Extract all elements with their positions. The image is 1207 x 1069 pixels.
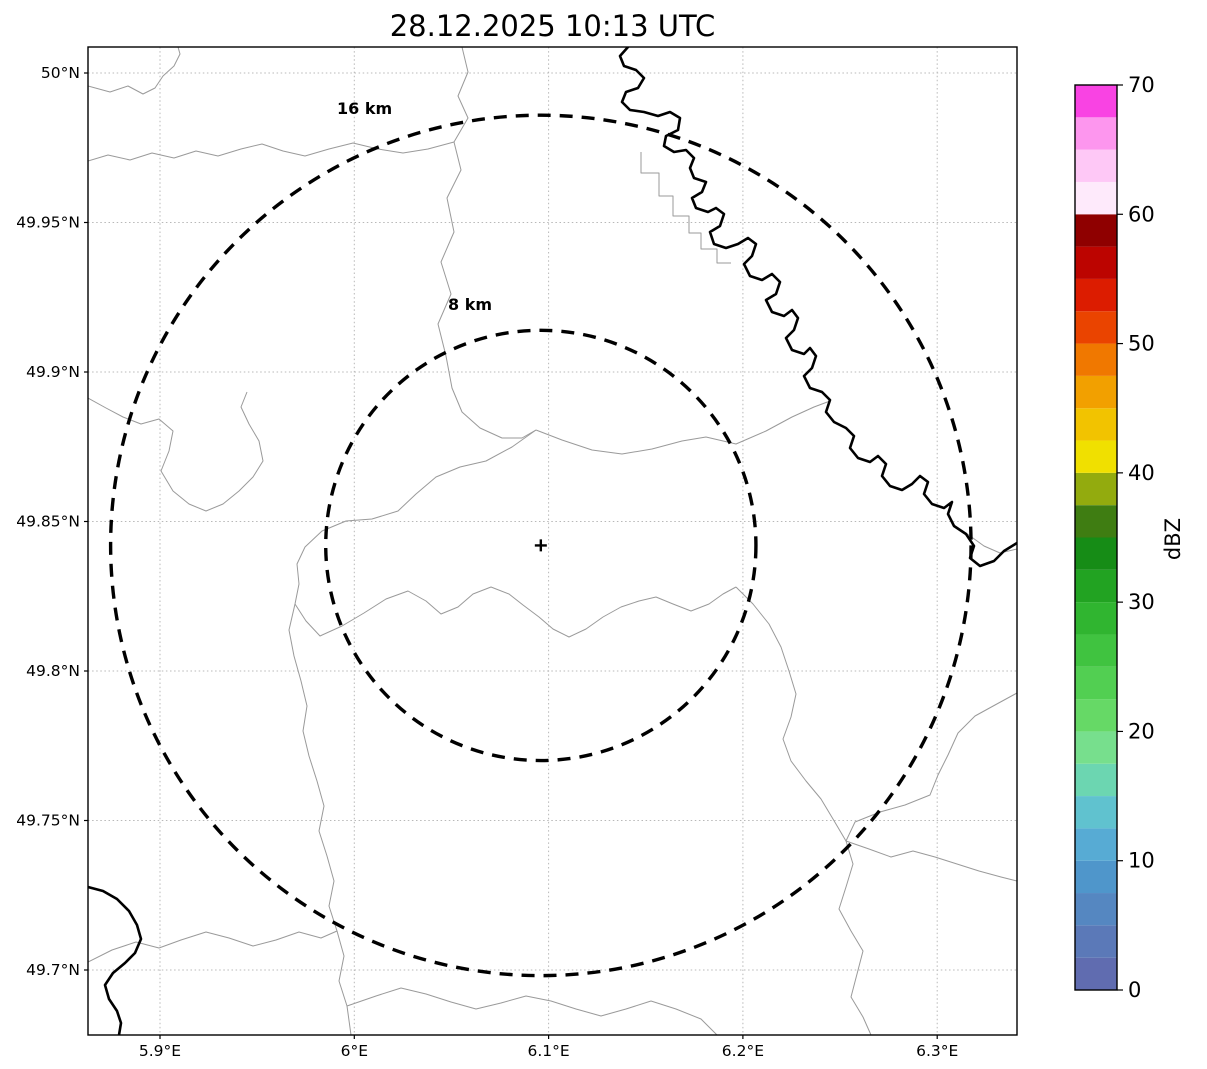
admin-boundary-line: [294, 429, 537, 605]
admin-boundary-line: [845, 840, 1017, 882]
colorbar-tick-label: 30: [1128, 590, 1155, 614]
colorbar-band: [1075, 440, 1117, 473]
colorbar-band: [1075, 246, 1117, 279]
admin-boundary-line: [845, 692, 1017, 842]
admin-boundary-line: [288, 603, 352, 1035]
colorbar-tick-label: 0: [1128, 978, 1141, 1002]
colorbar-band: [1075, 796, 1117, 829]
admin-boundary-line: [294, 586, 737, 638]
colorbar-band: [1075, 828, 1117, 861]
y-tick-label: 49.8°N: [26, 662, 80, 680]
range-ring-label-16km: 16 km: [337, 99, 392, 118]
map-frame: [87, 46, 1018, 1036]
colorbar-band: [1075, 311, 1117, 344]
country-border-line: [618, 47, 1017, 568]
range-ring-16km: [108, 113, 973, 978]
colorbar-band: [1075, 214, 1117, 247]
y-tick-label: 50°N: [41, 64, 80, 82]
x-tick-label: 6.2°E: [722, 1042, 764, 1060]
admin-boundary-line: [346, 987, 718, 1035]
colorbar-band: [1075, 957, 1117, 990]
plot-title: 28.12.2025 10:13 UTC: [389, 9, 716, 43]
colorbar-band: [1075, 893, 1117, 926]
country-border-line: [88, 885, 143, 1035]
y-tick-label: 49.75°N: [16, 812, 80, 830]
y-tick-label: 49.9°N: [26, 363, 80, 381]
admin-boundary-line: [437, 47, 537, 439]
colorbar-band: [1075, 375, 1117, 409]
colorbar-band: [1075, 537, 1117, 570]
colorbar-tick-label: 40: [1128, 461, 1155, 485]
admin-boundary-line: [88, 47, 181, 95]
colorbar-band: [1075, 860, 1117, 894]
colorbar-band: [1075, 602, 1117, 635]
colorbar-tick-label: 70: [1128, 73, 1155, 97]
colorbar-band: [1075, 149, 1117, 182]
colorbar-band: [1075, 278, 1117, 312]
colorbar-tick-label: 10: [1128, 849, 1155, 873]
colorbar-band: [1075, 731, 1117, 764]
map-content: 16 km 8 km: [88, 47, 1017, 1035]
x-tick-label: 6.3°E: [916, 1042, 958, 1060]
colorbar-band: [1075, 85, 1117, 118]
admin-boundary-line: [535, 400, 831, 455]
colorbar-tick-label: 50: [1128, 332, 1155, 356]
colorbar-outline: [1074, 84, 1118, 991]
colorbar-band: [1075, 505, 1117, 538]
admin-boundary-line: [88, 930, 338, 963]
colorbar-band: [1075, 472, 1117, 506]
y-tick-label: 49.85°N: [16, 513, 80, 531]
colorbar-band: [1075, 181, 1117, 215]
admin-boundary-line: [965, 532, 1017, 554]
y-tick-label: 49.7°N: [26, 961, 80, 979]
admin-boundary-line: [640, 152, 731, 264]
colorbar-band: [1075, 634, 1117, 667]
colorbar-band: [1075, 925, 1117, 958]
colorbar-band: [1075, 117, 1117, 150]
colorbar-band: [1075, 408, 1117, 441]
colorbar-band: [1075, 699, 1117, 732]
range-ring-label-8km: 8 km: [448, 295, 492, 314]
y-tick-label: 49.95°N: [16, 214, 80, 232]
radar-site-marker: [534, 539, 547, 552]
colorbar-band: [1075, 569, 1117, 603]
range-ring-8km: [324, 328, 758, 763]
colorbar-axis-label: dBZ: [1161, 517, 1185, 561]
x-tick-label: 5.9°E: [139, 1042, 181, 1060]
x-tick-label: 6°E: [341, 1042, 368, 1060]
colorbar-band: [1075, 343, 1117, 376]
admin-boundary-line: [88, 141, 455, 162]
admin-boundary-line: [735, 586, 872, 1035]
admin-boundary-line: [88, 391, 264, 512]
colorbar-band: [1075, 666, 1117, 700]
colorbar-tick-label: 20: [1128, 719, 1155, 743]
x-tick-label: 6.1°E: [527, 1042, 569, 1060]
colorbar-band: [1075, 763, 1117, 797]
colorbar-tick-label: 60: [1128, 202, 1155, 226]
